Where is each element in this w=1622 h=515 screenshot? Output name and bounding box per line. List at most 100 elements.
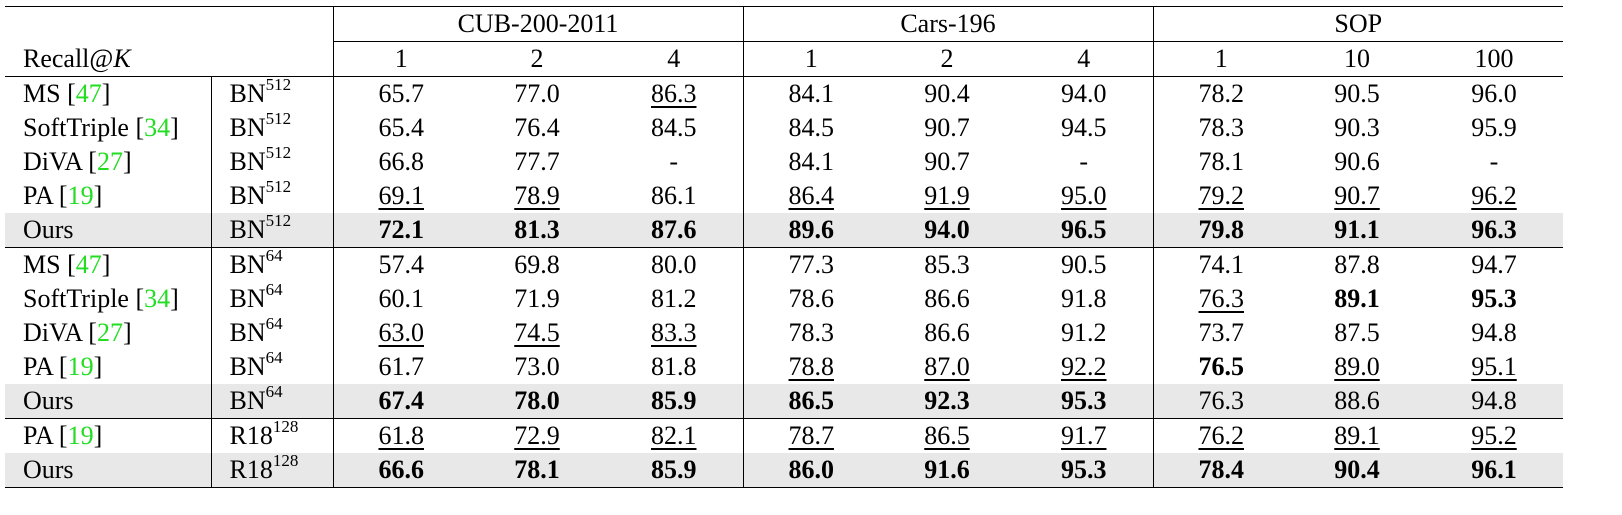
recall-value: 94.0: [924, 215, 970, 244]
value-cell: 69.1: [333, 179, 469, 213]
value-cell: 86.4: [742, 179, 879, 213]
value-cell: 87.6: [605, 213, 743, 248]
recall-value: 91.6: [924, 455, 970, 484]
recall-value: 95.3: [1061, 455, 1107, 484]
value-cell: 90.7: [879, 111, 1015, 145]
citation-link[interactable]: 19: [67, 181, 94, 210]
value-cell: -: [1425, 145, 1563, 179]
value-cell: 76.3: [1152, 282, 1289, 316]
value-cell: 89.1: [1289, 282, 1425, 316]
backbone-cell: BN64: [210, 247, 334, 282]
value-cell: 63.0: [333, 316, 469, 350]
k-header-sop-100: 100: [1474, 44, 1514, 73]
citation-link[interactable]: 19: [67, 352, 94, 381]
recall-value: 81.3: [514, 215, 560, 244]
backbone-name: BN: [229, 386, 266, 415]
value-cell: 66.8: [333, 145, 469, 179]
recall-value: 65.4: [378, 113, 425, 142]
value-cell: 91.2: [1015, 316, 1153, 350]
recall-value: 95.3: [1061, 386, 1107, 415]
value-cell: 89.0: [1289, 350, 1425, 384]
citation-link[interactable]: 34: [144, 284, 171, 313]
recall-value: 78.2: [1198, 79, 1245, 108]
backbone-cell: BN512: [210, 110, 334, 145]
backbone-cell: BN512: [210, 76, 334, 111]
value-cell: 66.6: [333, 453, 469, 488]
recall-value: 89.1: [1334, 284, 1380, 313]
recall-value: 73.0: [514, 352, 560, 381]
recall-value: 90.3: [1334, 113, 1380, 142]
method-name: MS: [23, 79, 61, 108]
recall-value: 86.1: [651, 181, 697, 210]
value-cell: 92.3: [879, 384, 1015, 419]
k-header-sop-10: 10: [1344, 44, 1370, 73]
backbone-name: R18: [229, 421, 273, 450]
citation-link[interactable]: 47: [75, 250, 102, 279]
header-row-k: Recall@K 1 2 4 1 2 4 1 10 100: [5, 41, 1563, 77]
value-cell: 78.6: [742, 282, 879, 316]
recall-value: 73.7: [1198, 318, 1245, 347]
recall-value: 79.2: [1198, 181, 1245, 210]
value-cell: 78.7: [742, 418, 879, 453]
value-cell: 61.7: [333, 350, 469, 384]
value-cell: 73.7: [1152, 316, 1289, 350]
value-cell: 92.2: [1015, 350, 1153, 384]
value-cell: 86.0: [742, 453, 879, 488]
recall-results-table: CUB-200-2011 Cars-196 SOP Recall@K 1 2 4…: [5, 6, 1563, 488]
value-cell: 65.7: [333, 76, 469, 111]
method-cell: SoftTriple [34]: [23, 113, 179, 142]
recall-value: 78.9: [514, 181, 560, 210]
value-cell: 74.5: [469, 316, 605, 350]
recall-value: 87.5: [1334, 318, 1380, 347]
recall-value: 95.2: [1471, 421, 1517, 450]
value-cell: 73.0: [469, 350, 605, 384]
method-name: Ours: [23, 215, 74, 244]
recall-value: 78.6: [788, 284, 835, 313]
value-cell: 80.0: [605, 247, 743, 282]
citation-link[interactable]: 19: [67, 421, 94, 450]
recall-value: 90.6: [1334, 147, 1380, 176]
value-cell: 57.4: [333, 247, 469, 282]
recall-value: 89.0: [1334, 352, 1380, 381]
recall-value: 89.1: [1334, 421, 1380, 450]
value-cell: 94.5: [1015, 111, 1153, 145]
value-cell: 76.3: [1152, 384, 1289, 419]
method-name: SoftTriple: [23, 113, 129, 142]
value-cell: 91.9: [879, 179, 1015, 213]
recall-value: 91.1: [1334, 215, 1380, 244]
value-cell: 71.9: [469, 282, 605, 316]
citation-link[interactable]: 34: [144, 113, 171, 142]
value-cell: 85.9: [605, 384, 743, 419]
value-cell: 95.3: [1015, 453, 1153, 488]
value-cell: 96.5: [1015, 213, 1153, 248]
value-cell: 95.2: [1425, 418, 1563, 453]
recall-value: 72.9: [514, 421, 560, 450]
value-cell: 78.1: [1152, 145, 1289, 179]
value-cell: 78.1: [469, 453, 605, 488]
recall-value: 66.6: [378, 455, 425, 484]
recall-value: 77.3: [788, 250, 835, 279]
backbone-cell: R18128: [210, 418, 334, 453]
method-cell: DiVA [27]: [23, 318, 132, 347]
citation-link[interactable]: 27: [96, 147, 123, 176]
value-cell: 86.5: [879, 418, 1015, 453]
value-cell: 95.3: [1425, 282, 1563, 316]
recall-value: 80.0: [651, 250, 697, 279]
recall-value: 95.9: [1471, 113, 1517, 142]
recall-value: 60.1: [378, 284, 425, 313]
method-cell: Ours: [5, 213, 211, 248]
recall-value: 94.8: [1471, 386, 1517, 415]
embedding-dim: 64: [265, 348, 283, 368]
recall-value: 95.3: [1471, 284, 1517, 313]
recall-at-k-label: Recall@K: [5, 41, 334, 77]
value-cell: 90.5: [1015, 247, 1153, 282]
citation-link[interactable]: 47: [75, 79, 102, 108]
recall-value: 96.5: [1061, 215, 1107, 244]
recall-value: 84.5: [651, 113, 697, 142]
value-cell: 96.3: [1425, 213, 1563, 248]
citation-link[interactable]: 27: [96, 318, 123, 347]
recall-value: 85.9: [651, 455, 697, 484]
value-cell: 77.0: [469, 76, 605, 111]
recall-value: 86.6: [924, 318, 970, 347]
method-name: Ours: [23, 386, 74, 415]
